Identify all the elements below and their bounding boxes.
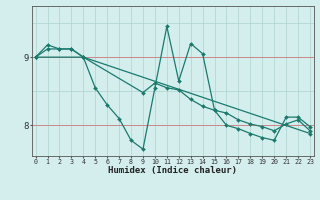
X-axis label: Humidex (Indice chaleur): Humidex (Indice chaleur) [108, 166, 237, 175]
